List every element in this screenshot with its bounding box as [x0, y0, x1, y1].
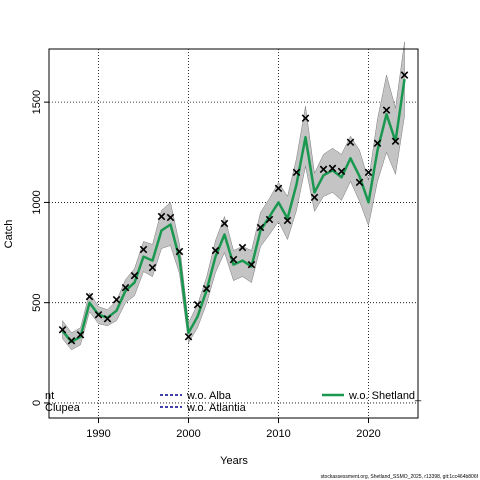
- observed-point-1991: [103, 314, 112, 323]
- observed-point-1999: [175, 247, 184, 256]
- observed-point-2009: [265, 215, 274, 224]
- y-tick-label-0: 0: [31, 400, 43, 406]
- legend-label-0: nt: [45, 390, 54, 402]
- observed-point-1994: [130, 271, 139, 280]
- observed-point-2006: [238, 243, 247, 252]
- observed-point-2017: [337, 167, 346, 176]
- observed-point-2001: [193, 300, 202, 309]
- observed-point-1986: [58, 325, 67, 334]
- observed-point-2023: [391, 137, 400, 146]
- observed-point-1998: [166, 213, 175, 222]
- observed-point-2024: [400, 71, 409, 79]
- observed-point-2008: [256, 223, 265, 232]
- observed-point-2003: [211, 246, 220, 255]
- y-tick-label-1500: 1500: [31, 90, 43, 114]
- observed-point-2010: [274, 184, 283, 193]
- x-axis-title: Years: [220, 455, 248, 467]
- y-axis-ticks: 0 500 1000 1500: [31, 90, 49, 406]
- observed-point-1995: [139, 245, 148, 254]
- observed-point-2000: [184, 333, 193, 341]
- observed-point-2019: [355, 178, 364, 187]
- x-tick-label-1990: 1990: [86, 428, 110, 440]
- observed-points: [58, 71, 409, 345]
- observed-point-2021: [373, 139, 382, 148]
- observed-point-2015: [319, 165, 328, 174]
- observed-point-2004: [220, 219, 229, 228]
- observed-point-1997: [157, 212, 166, 221]
- observed-point-1993: [121, 283, 130, 292]
- observed-point-1988: [76, 331, 85, 339]
- observed-point-2002: [202, 284, 211, 293]
- observed-point-2020: [364, 168, 373, 177]
- observed-point-1989: [85, 292, 94, 301]
- fitted-series-line: [61, 78, 406, 344]
- x-tick-label-2000: 2000: [176, 428, 200, 440]
- observed-point-1987: [67, 337, 76, 345]
- observed-point-2007: [247, 260, 256, 269]
- observed-point-1996: [148, 263, 157, 272]
- y-tick-label-1000: 1000: [31, 190, 43, 214]
- footer-note: stockassessment.org, Shetland_SSMO_2025,…: [321, 474, 479, 480]
- legend-label-3: Clupea: [45, 402, 81, 414]
- legend: nt w.o. Alba w.o. Shetland_ Clupea w.o. Atla…: [45, 390, 422, 414]
- legend-label-1: w.o. Alba: [186, 390, 232, 402]
- observed-point-2011: [283, 216, 292, 225]
- legend-label-4: w.o. Atlantia: [186, 402, 247, 414]
- observed-point-2005: [229, 255, 238, 264]
- observed-point-2018: [346, 138, 355, 147]
- observed-point-2022: [382, 106, 391, 114]
- confidence-band: [62, 41, 405, 351]
- observed-point-2016: [328, 164, 337, 173]
- observed-point-1992: [112, 295, 121, 304]
- plot-frame: [48, 48, 419, 419]
- observed-point-1990: [94, 310, 103, 319]
- observed-point-2014: [310, 193, 319, 202]
- observed-point-2013: [301, 114, 310, 122]
- y-axis-title: Catch: [3, 220, 15, 249]
- x-axis-ticks: 1990 2000 2010 2020: [86, 418, 381, 440]
- legend-label-2: w.o. Shetland_: [348, 390, 422, 402]
- x-tick-label-2020: 2020: [356, 428, 380, 440]
- observed-point-2012: [292, 168, 301, 177]
- x-tick-label-2010: 2010: [266, 428, 290, 440]
- y-tick-label-500: 500: [31, 294, 43, 312]
